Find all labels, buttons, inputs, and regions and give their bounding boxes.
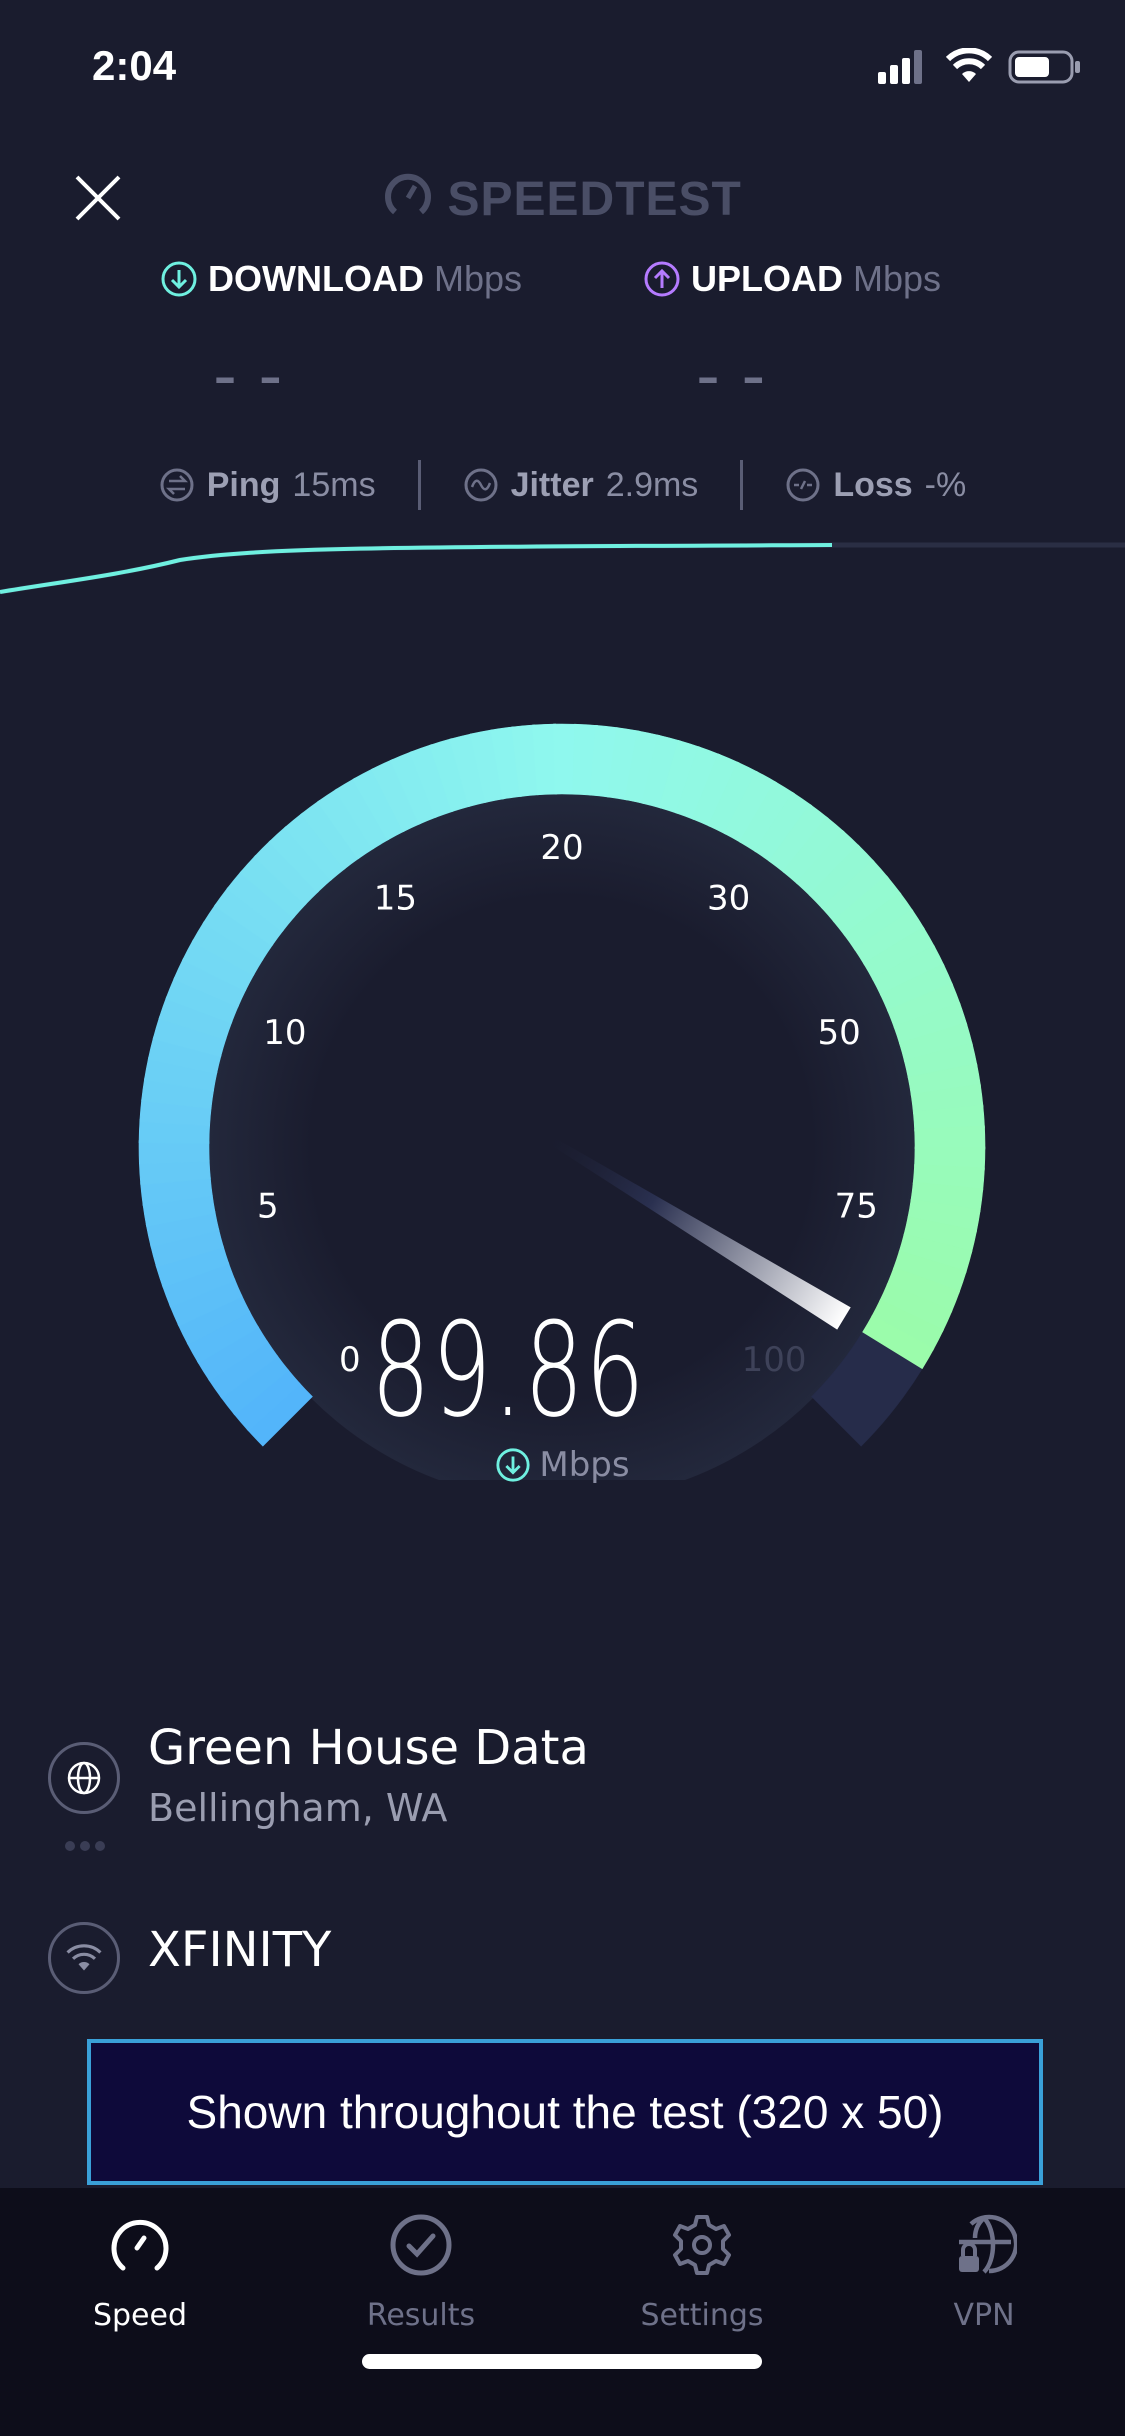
vpn-globe-lock-icon <box>959 2214 1017 2274</box>
gauge-tick-label: 100 <box>742 1340 807 1380</box>
divider <box>417 460 421 510</box>
speedometer-logo-icon <box>385 173 432 215</box>
check-circle-icon <box>390 2214 452 2276</box>
server-name[interactable]: Green House Data <box>148 1720 589 1776</box>
gauge-tick-label: 10 <box>263 1013 306 1053</box>
isp-name: XFINITY <box>148 1922 332 1978</box>
ping-stat: Ping 15ms <box>117 466 418 505</box>
battery-icon <box>1008 50 1080 84</box>
upload-arrow-icon <box>644 261 680 297</box>
tab-speed[interactable]: Speed <box>30 2212 250 2333</box>
tab-results[interactable]: Results <box>311 2212 531 2333</box>
tab-bar: Speed Results Settings VPN <box>0 2188 1125 2436</box>
download-arrow-icon <box>496 1448 530 1482</box>
cellular-signal-icon <box>878 50 922 84</box>
tab-settings[interactable]: Settings <box>592 2212 812 2333</box>
isp-icon-circle <box>48 1922 120 1994</box>
server-location: Bellingham, WA <box>148 1786 448 1830</box>
ad-banner[interactable]: Shown throughout the test (320 x 50) <box>87 2039 1043 2185</box>
download-value: – – <box>214 352 286 403</box>
speedtest-logo: SPEEDTEST <box>0 168 1125 230</box>
globe-icon <box>67 1761 101 1795</box>
gauge-tick-label: 5 <box>257 1187 279 1227</box>
download-header: DOWNLOAD Mbps <box>160 258 522 300</box>
close-button[interactable] <box>74 174 122 222</box>
current-speed-unit: Mbps <box>0 1445 1125 1485</box>
gauge-fill-segment <box>914 1125 986 1150</box>
wifi-icon <box>946 48 992 82</box>
gauge-fill-segment <box>862 1314 935 1370</box>
gauge-track <box>811 1330 924 1447</box>
gear-icon <box>673 2215 731 2275</box>
loss-stat: Loss -% <box>743 466 1008 505</box>
packet-loss-icon <box>786 468 820 502</box>
upload-header: UPLOAD Mbps <box>643 258 941 300</box>
server-button[interactable] <box>48 1742 120 1814</box>
more-dots-icon <box>65 1841 105 1851</box>
speed-gauge: 0 5 10 15 20 30 50 75 100 <box>138 723 986 1480</box>
gauge-tick-label: 20 <box>540 828 583 868</box>
jitter-icon <box>464 468 498 502</box>
tab-vpn[interactable]: VPN <box>874 2212 1094 2333</box>
gauge-needle <box>547 1135 851 1330</box>
jitter-stat: Jitter 2.9ms <box>421 466 741 505</box>
latency-stats: Ping 15ms Jitter 2.9ms Loss -% <box>0 460 1125 510</box>
wifi-icon <box>66 1944 102 1971</box>
gauge-fill-segment <box>138 1140 210 1165</box>
gauge-tick-label: 30 <box>707 879 750 919</box>
divider <box>740 460 744 510</box>
gauge-tick-label: 50 <box>818 1013 861 1053</box>
current-speed-value: 89.86 <box>370 1294 647 1446</box>
download-arrow-icon <box>161 261 197 297</box>
gauge-tick-label: 0 <box>339 1340 361 1380</box>
home-indicator[interactable] <box>362 2354 762 2369</box>
speedometer-icon <box>111 2219 169 2271</box>
status-time: 2:04 <box>92 42 177 89</box>
upload-value: – – <box>697 352 769 403</box>
speed-graph <box>0 542 1125 595</box>
ping-icon <box>160 468 194 502</box>
download-speed-line <box>0 543 833 594</box>
gauge-tick-label: 75 <box>835 1187 878 1227</box>
gauge-tick-label: 15 <box>374 879 417 919</box>
